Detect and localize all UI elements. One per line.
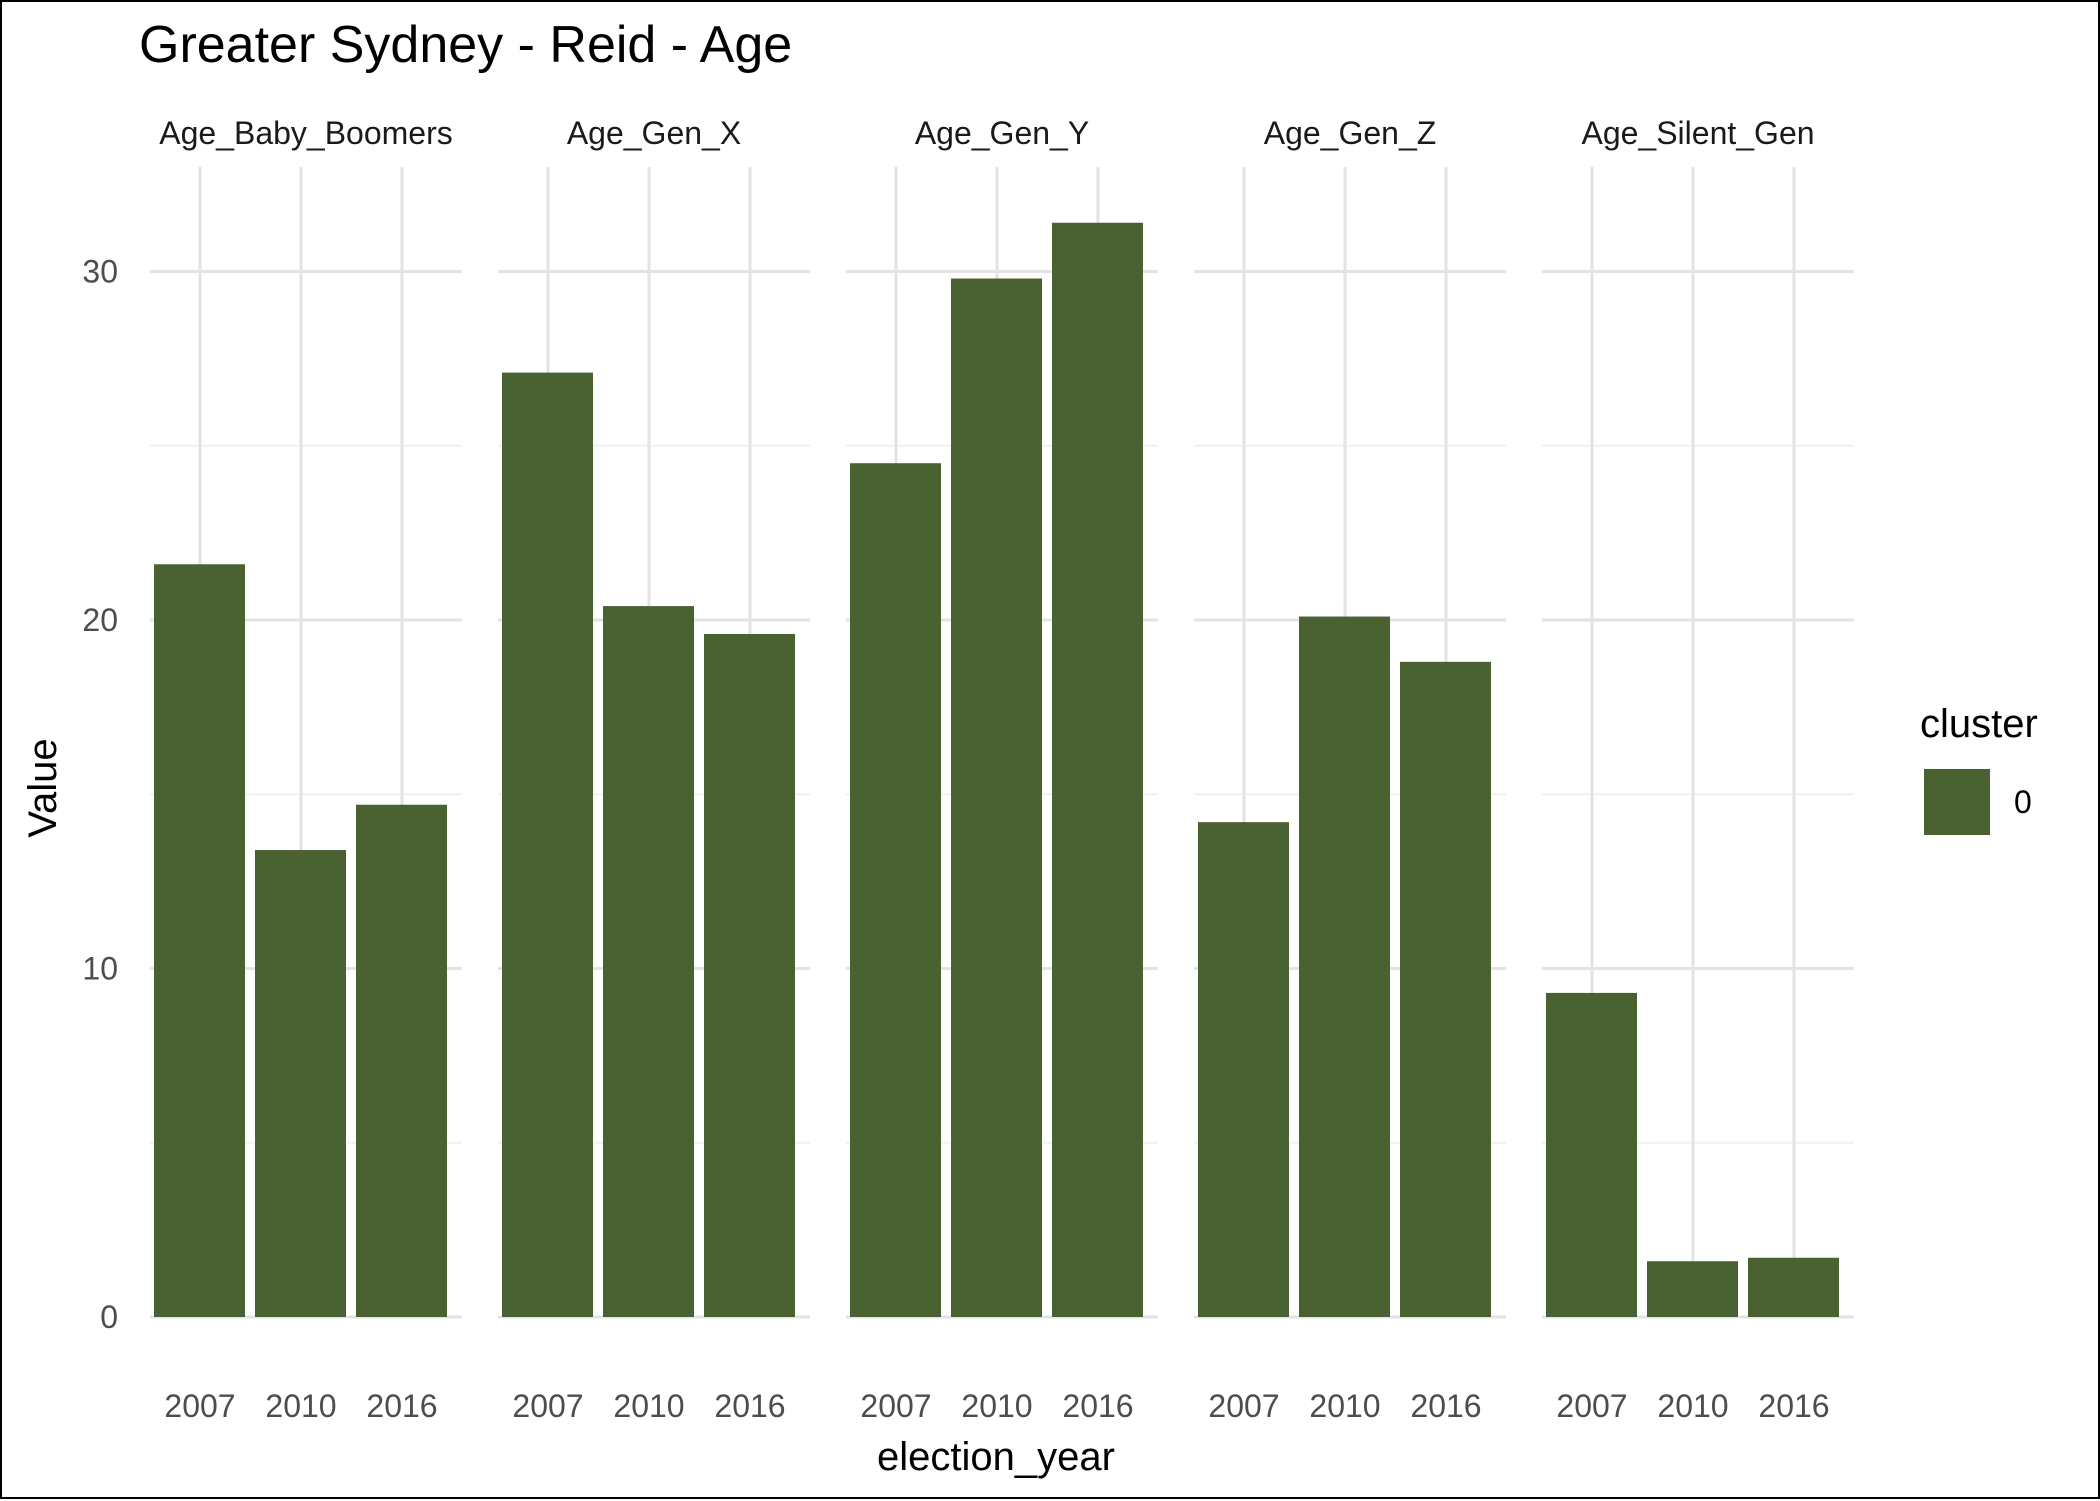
x-tick-label: 2016 [1758,1388,1829,1424]
bar-Age_Gen_Z-2016: Age_Gen_Z 2016: 18.8 [1400,661,1491,1317]
legend-label: 0 [2014,784,2032,820]
bar-Age_Gen_Z-2007: Age_Gen_Z 2007: 14.2 [1198,822,1289,1317]
x-axis-title: election_year [877,1435,1115,1479]
y-tick-label: 0 [100,1299,118,1335]
x-tick-label: 2010 [613,1388,684,1424]
facet-label: Age_Silent_Gen [1581,115,1814,151]
x-tick-label: 2007 [1556,1388,1627,1424]
x-tick-label: 2007 [1208,1388,1279,1424]
facet-label: Age_Gen_Z [1264,115,1437,151]
x-tick-label: 2016 [366,1388,437,1424]
bar-Age_Silent_Gen-2010: Age_Silent_Gen 2010: 1.6 [1647,1261,1738,1317]
facet-label: Age_Gen_X [567,115,741,151]
bar-Age_Gen_Y-2007: Age_Gen_Y 2007: 24.5 [850,463,941,1317]
x-tick-label: 2010 [1657,1388,1728,1424]
x-tick-label: 2016 [1410,1388,1481,1424]
x-tick-label: 2010 [1309,1388,1380,1424]
x-tick-label: 2016 [714,1388,785,1424]
legend-swatch [1924,769,1990,835]
bar-Age_Silent_Gen-2016: Age_Silent_Gen 2016: 1.7 [1748,1257,1839,1317]
bar-Age_Gen_Z-2010: Age_Gen_Z 2010: 20.1 [1299,616,1390,1317]
y-axis-title: Value [21,738,65,837]
facet-label: Age_Gen_Y [915,115,1089,151]
chart-title: Greater Sydney - Reid - Age [139,16,792,74]
bar-Age_Baby_Boomers-2010: Age_Baby_Boomers 2010: 13.4 [255,850,346,1317]
bar-Age_Baby_Boomers-2007: Age_Baby_Boomers 2007: 21.6 [154,564,245,1317]
x-tick-label: 2007 [512,1388,583,1424]
x-tick-label: 2007 [860,1388,931,1424]
bar-Age_Silent_Gen-2007: Age_Silent_Gen 2007: 9.3 [1546,992,1637,1317]
x-tick-label: 2010 [265,1388,336,1424]
facet-label: Age_Baby_Boomers [159,115,453,151]
bar-Age_Gen_Y-2010: Age_Gen_Y 2010: 29.8 [951,278,1042,1317]
legend-title: cluster [1920,702,2038,746]
y-tick-label: 10 [82,951,118,987]
y-tick-label: 30 [82,254,118,290]
bar-Age_Gen_X-2007: Age_Gen_X 2007: 27.1 [502,372,593,1317]
y-tick-label: 20 [82,602,118,638]
x-tick-label: 2016 [1062,1388,1133,1424]
x-tick-label: 2007 [164,1388,235,1424]
bar-Age_Gen_Y-2016: Age_Gen_Y 2016: 31.4 [1052,222,1143,1317]
bar-Age_Baby_Boomers-2016: Age_Baby_Boomers 2016: 14.7 [356,804,447,1317]
bar-Age_Gen_X-2016: Age_Gen_X 2016: 19.6 [704,633,795,1317]
bar-Age_Gen_X-2010: Age_Gen_X 2010: 20.4 [603,606,694,1317]
x-tick-label: 2010 [961,1388,1032,1424]
